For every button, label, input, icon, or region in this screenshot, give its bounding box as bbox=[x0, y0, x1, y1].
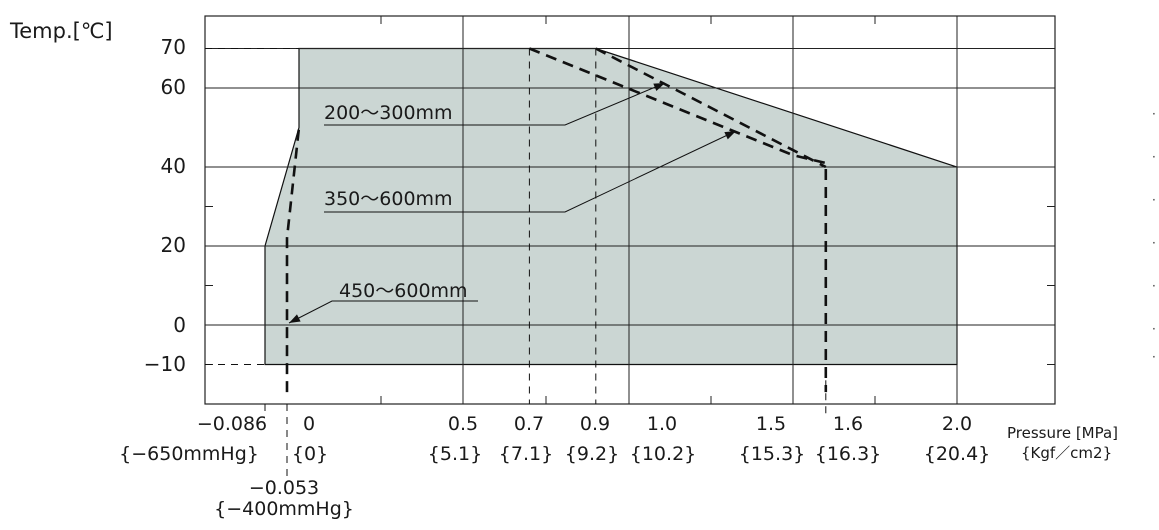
leader-450-600mm bbox=[288, 300, 478, 324]
edge-mark: · bbox=[1152, 322, 1156, 336]
y-tick-label-0: 0 bbox=[173, 313, 186, 337]
edge-mark: · bbox=[1152, 236, 1156, 250]
leader-350-600mm-arrowhead bbox=[724, 131, 736, 140]
x-tick-label-15: 1.5 bbox=[755, 413, 787, 435]
x-axis-title: Pressure [MPa] bbox=[1007, 424, 1119, 442]
edge-mark: · bbox=[1152, 279, 1156, 293]
y-tick-label-40: 40 bbox=[160, 154, 186, 178]
x-sub-label-163: {16.3} bbox=[814, 443, 882, 465]
x-tick-label-20: 2.0 bbox=[941, 413, 973, 435]
edge-mark: · bbox=[1152, 350, 1156, 364]
limit-line-450-600mm bbox=[285, 127, 301, 393]
annotation-450-600mm: 450～600mm bbox=[339, 280, 468, 302]
x-sub-label-204: {20.4} bbox=[923, 443, 991, 465]
x-tick-label-0: 0 bbox=[302, 413, 316, 435]
annotation-350-600mm: 350～600mm bbox=[324, 188, 453, 210]
leader-450-600mm-arrowhead bbox=[289, 314, 301, 323]
y-tick-label-20: 20 bbox=[160, 233, 186, 257]
leader-350-600mm bbox=[324, 130, 737, 213]
limit-line-200-300mm bbox=[595, 47, 827, 169]
x-sub-label-51: {5.1} bbox=[427, 443, 483, 465]
edge-mark: · bbox=[1152, 193, 1156, 207]
x-tick-label-10: 1.0 bbox=[646, 413, 678, 435]
limit-line-350-600mm bbox=[528, 47, 828, 393]
x-sub-label-153: {15.3} bbox=[738, 443, 806, 465]
leader-200-300mm-arrowhead bbox=[653, 83, 665, 91]
x-tick-label-09: 0.9 bbox=[579, 413, 611, 435]
y-tick-label-minus10: −10 bbox=[143, 352, 186, 376]
x-tick-label-minus0053: −0.053 bbox=[248, 477, 320, 499]
y-tick-label-60: 60 bbox=[160, 75, 186, 99]
x-sub-label-0: {0} bbox=[291, 443, 329, 465]
x-tick-label-05: 0.5 bbox=[447, 413, 479, 435]
y-tick-label-70: 70 bbox=[160, 35, 186, 59]
x-tick-label-16: 1.6 bbox=[832, 413, 864, 435]
x-tick-label-07: 0.7 bbox=[513, 413, 545, 435]
annotation-200-300mm: 200～300mm bbox=[324, 102, 453, 124]
x-sub-label-minus650mmhg: {−650mmHg} bbox=[119, 443, 259, 465]
leader-200-300mm bbox=[324, 82, 666, 126]
y-axis-title: Temp.[℃] bbox=[10, 19, 113, 43]
x-axis-title-unit: {Kgf／cm2} bbox=[1021, 444, 1113, 462]
x-tick-label-minus0086: −0.086 bbox=[196, 413, 268, 435]
x-sub-label-71: {7.1} bbox=[498, 443, 554, 465]
x-sub-label-92: {9.2} bbox=[564, 443, 620, 465]
edge-mark: · bbox=[1152, 107, 1156, 121]
x-sub-label-102: {10.2} bbox=[629, 443, 697, 465]
x-sub-label-minus400mmhg: {−400mmHg} bbox=[214, 498, 354, 520]
plot-frame bbox=[204, 15, 1056, 405]
edge-mark: · bbox=[1152, 150, 1156, 164]
